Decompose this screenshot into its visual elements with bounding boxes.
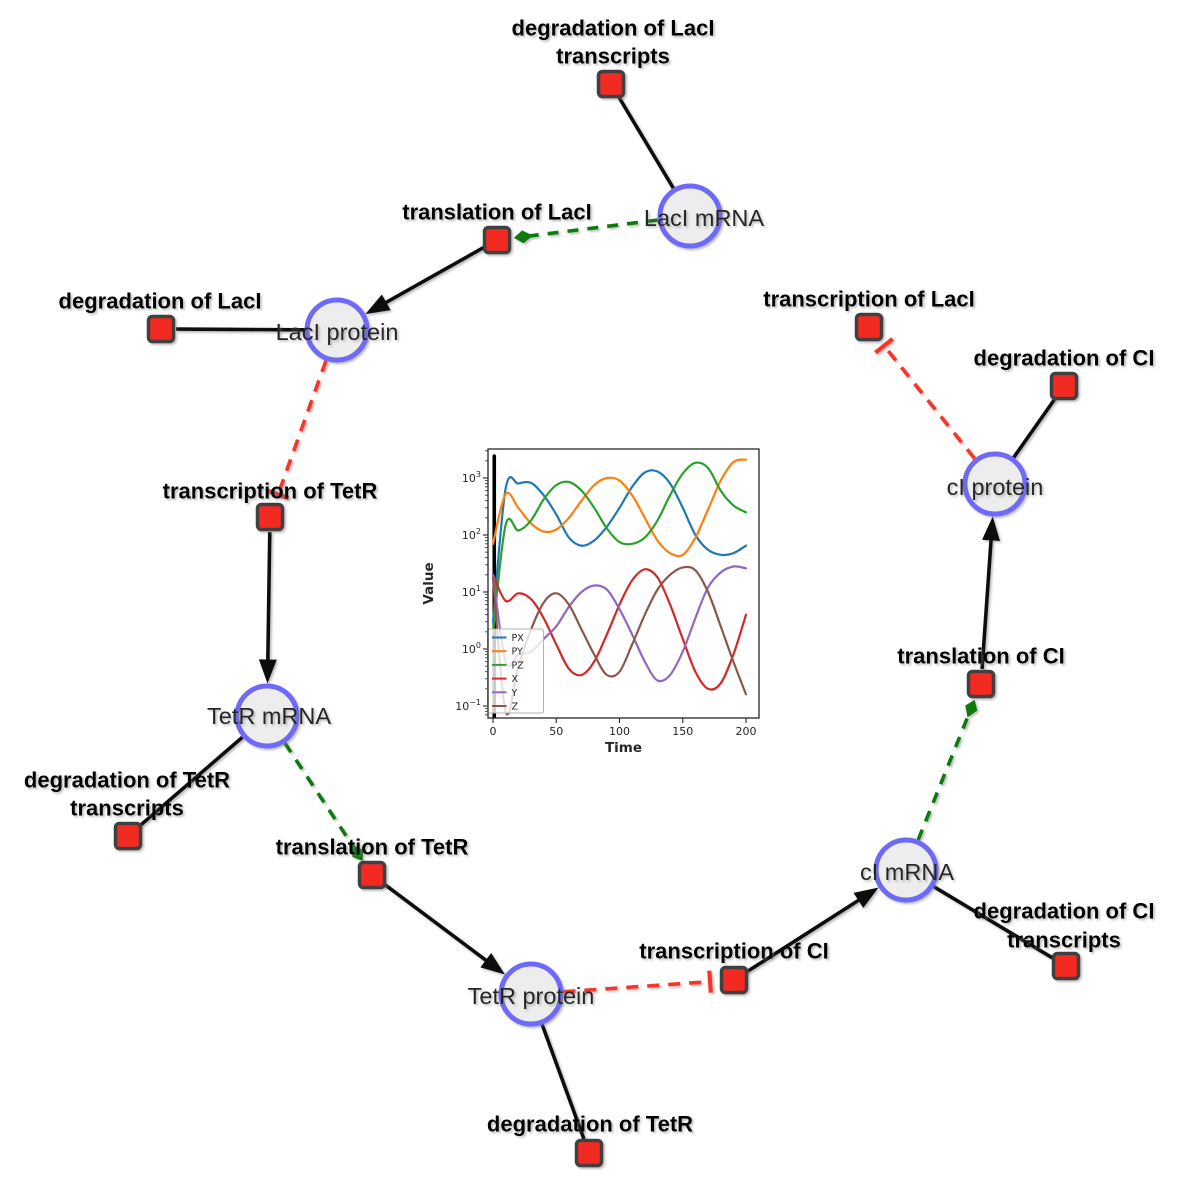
edge-transcription-tetr-to-mrna: [258, 531, 277, 684]
chart-series-px: [491, 469, 748, 623]
svg-text:100: 100: [462, 641, 481, 656]
svg-text:200: 200: [736, 725, 757, 738]
svg-text:degradation of TetR: degradation of TetR: [24, 768, 230, 793]
svg-text:translation of CI: translation of CI: [897, 644, 1064, 669]
reaction-label-degradation-of-laci: degradation of LacI: [59, 289, 262, 314]
edge-laci-protein-to-degradation: [175, 327, 305, 332]
svg-text:transcription of TetR: transcription of TetR: [163, 479, 378, 504]
svg-text:transcription of LacI: transcription of LacI: [763, 287, 974, 312]
nodes-layer: [113, 69, 1081, 1168]
reaction-node-transcription-of-tetr[interactable]: [255, 502, 285, 532]
edge-translation-laci-to-protein: [365, 245, 485, 315]
edge-ci-mrna-to-degradation: [932, 885, 1055, 960]
species-node-tetr-protein[interactable]: [498, 961, 564, 1027]
svg-text:transcripts: transcripts: [556, 44, 670, 69]
svg-text:50: 50: [549, 725, 563, 738]
reaction-node-degradation-of-laci[interactable]: [146, 314, 176, 344]
reaction-label-translation-of-ci: translation of CI: [897, 644, 1064, 669]
chart-ylabel: Value: [421, 562, 437, 604]
reaction-label-degradation-of-ci-transcripts: degradation of CI transcripts: [974, 899, 1155, 953]
reaction-label-degradation-of-tetr: degradation of TetR: [487, 1112, 693, 1137]
species-node-laci-mrna[interactable]: [657, 183, 723, 249]
svg-text:degradation of LacI: degradation of LacI: [512, 16, 715, 41]
edge-laci-mrna-activates-translation: [513, 218, 658, 244]
species-label-laci-protein: LacI protein: [276, 319, 399, 345]
reaction-label-degradation-of-tetr-transcripts: degradation of TetR transcripts: [24, 768, 230, 821]
svg-text:degradation of LacI: degradation of LacI: [59, 289, 262, 314]
edges-layer: [138, 95, 1057, 1140]
species-node-tetr-mrna[interactable]: [234, 683, 300, 749]
svg-text:transcripts: transcripts: [70, 796, 184, 821]
svg-text:10−1: 10−1: [455, 698, 481, 713]
edge-laci-protein-inhibits-tetr-transcription: [267, 359, 328, 501]
species-label-ci-protein: cI protein: [947, 474, 1044, 500]
edge-laci-mrna-to-degradation: [617, 95, 675, 190]
svg-text:degradation of CI: degradation of CI: [974, 346, 1155, 371]
svg-text:transcripts: transcripts: [1007, 928, 1121, 953]
chart-legend: PX PY PZ XYZ: [487, 628, 544, 714]
species-node-laci-protein[interactable]: [304, 297, 370, 363]
svg-text:102: 102: [462, 527, 481, 542]
reaction-node-degradation-of-ci[interactable]: [1049, 371, 1079, 401]
chart-xlabel: Time: [605, 740, 642, 756]
reaction-label-degradation-of-laci-transcripts: degradation of LacI transcripts: [512, 16, 715, 69]
species-label-ci-mrna: cI mRNA: [860, 859, 954, 885]
svg-text:101: 101: [462, 584, 481, 599]
reaction-node-translation-of-ci[interactable]: [966, 669, 996, 699]
svg-text:0: 0: [490, 725, 497, 738]
reaction-node-translation-of-tetr[interactable]: [357, 860, 387, 890]
svg-text:transcription of CI: transcription of CI: [639, 939, 828, 964]
reaction-label-degradation-of-ci: degradation of CI: [974, 346, 1155, 371]
svg-text:degradation of CI: degradation of CI: [974, 899, 1155, 924]
svg-text:translation of TetR: translation of TetR: [276, 835, 469, 860]
svg-text:103: 103: [462, 470, 481, 485]
edge-transcription-ci-to-mrna: [745, 887, 879, 974]
edge-ci-protein-inhibits-laci-transcription: [874, 337, 977, 460]
edge-tetr-mrna-to-degradation: [138, 735, 244, 828]
species-node-ci-protein[interactable]: [962, 451, 1028, 517]
reaction-label-transcription-of-tetr: transcription of TetR: [163, 479, 378, 504]
species-label-tetr-mrna: TetR mRNA: [207, 703, 331, 729]
reaction-node-transcription-of-laci[interactable]: [854, 312, 884, 342]
edge-tetr-mrna-activates-translation: [283, 742, 364, 861]
reaction-node-degradation-of-laci-transcripts[interactable]: [596, 69, 626, 99]
reaction-node-degradation-of-ci-transcripts[interactable]: [1051, 951, 1081, 981]
chart-frame: [487, 448, 760, 719]
edge-translation-ci-to-protein: [980, 516, 1001, 670]
edge-ci-protein-to-degradation: [1012, 397, 1057, 459]
chart-series-x: [491, 568, 748, 691]
legend-label-x: X: [512, 674, 519, 685]
edge-translation-tetr-to-protein: [382, 882, 505, 975]
inset-time-course-chart: 0 50 100 150 20010310210110010−1TimeValuePXP…: [421, 448, 760, 756]
edge-tetr-protein-inhibits-ci-transcription: [563, 970, 713, 994]
labels-layer: degradation of LacI transcripts translatio…: [24, 16, 1155, 1137]
reaction-label-translation-of-laci: translation of LacI: [402, 200, 591, 225]
legend-label-py: PY: [512, 647, 524, 658]
reaction-node-translation-of-laci[interactable]: [482, 225, 512, 255]
svg-text:150: 150: [672, 725, 693, 738]
edge-ci-mrna-activates-translation: [916, 699, 978, 841]
reaction-label-transcription-of-ci: transcription of CI: [639, 939, 828, 964]
edge-tetr-protein-to-degradation: [540, 1023, 586, 1140]
svg-text:100: 100: [609, 725, 630, 738]
reaction-node-degradation-of-tetr-transcripts[interactable]: [113, 821, 143, 851]
chart-series-pz: [491, 461, 748, 633]
legend-label-pz: PZ: [512, 660, 525, 671]
chart-series-py: [491, 458, 748, 558]
species-node-ci-mrna[interactable]: [873, 837, 939, 903]
svg-text:translation of LacI: translation of LacI: [402, 200, 591, 225]
species-label-laci-mrna: LacI mRNA: [644, 205, 764, 231]
reaction-label-translation-of-tetr: translation of TetR: [276, 835, 469, 860]
svg-text:degradation of TetR: degradation of TetR: [487, 1112, 693, 1137]
legend-label-y: Y: [511, 688, 518, 699]
species-label-tetr-protein: TetR protein: [468, 983, 595, 1009]
legend-label-z: Z: [512, 702, 519, 713]
legend-label-px: PX: [512, 633, 525, 644]
reaction-label-transcription-of-laci: transcription of LacI: [763, 287, 974, 312]
reaction-node-degradation-of-tetr[interactable]: [574, 1138, 604, 1168]
reaction-node-transcription-of-ci[interactable]: [719, 965, 749, 995]
